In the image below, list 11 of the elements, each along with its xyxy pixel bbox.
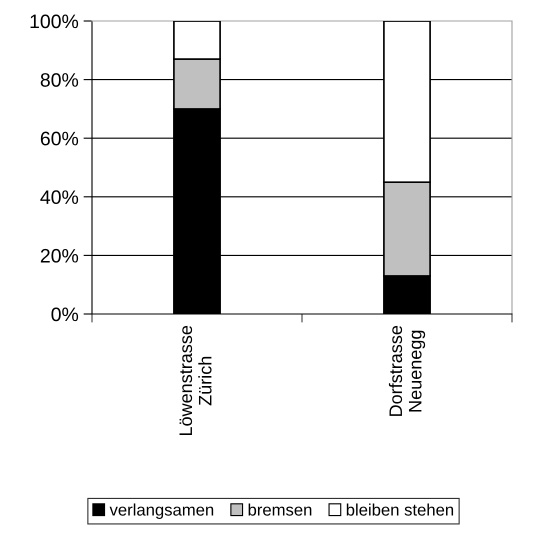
y-tick-label: 0% — [51, 307, 78, 322]
legend-label: bleiben stehen — [346, 503, 454, 516]
x-tick-label: Löwenstrasse Zürich — [180, 326, 212, 436]
y-tick-label: 60% — [40, 132, 78, 146]
y-tick-label: 20% — [40, 248, 78, 263]
y-tick-label: 80% — [40, 73, 78, 87]
legend-label: verlangsamen — [110, 503, 214, 519]
x-tick-label: Dorfstrasse Neuenegg — [388, 326, 426, 416]
y-tick-label: 100% — [30, 14, 78, 28]
legend-label: bremsen — [248, 503, 312, 516]
y-tick-label: 40% — [40, 190, 78, 204]
